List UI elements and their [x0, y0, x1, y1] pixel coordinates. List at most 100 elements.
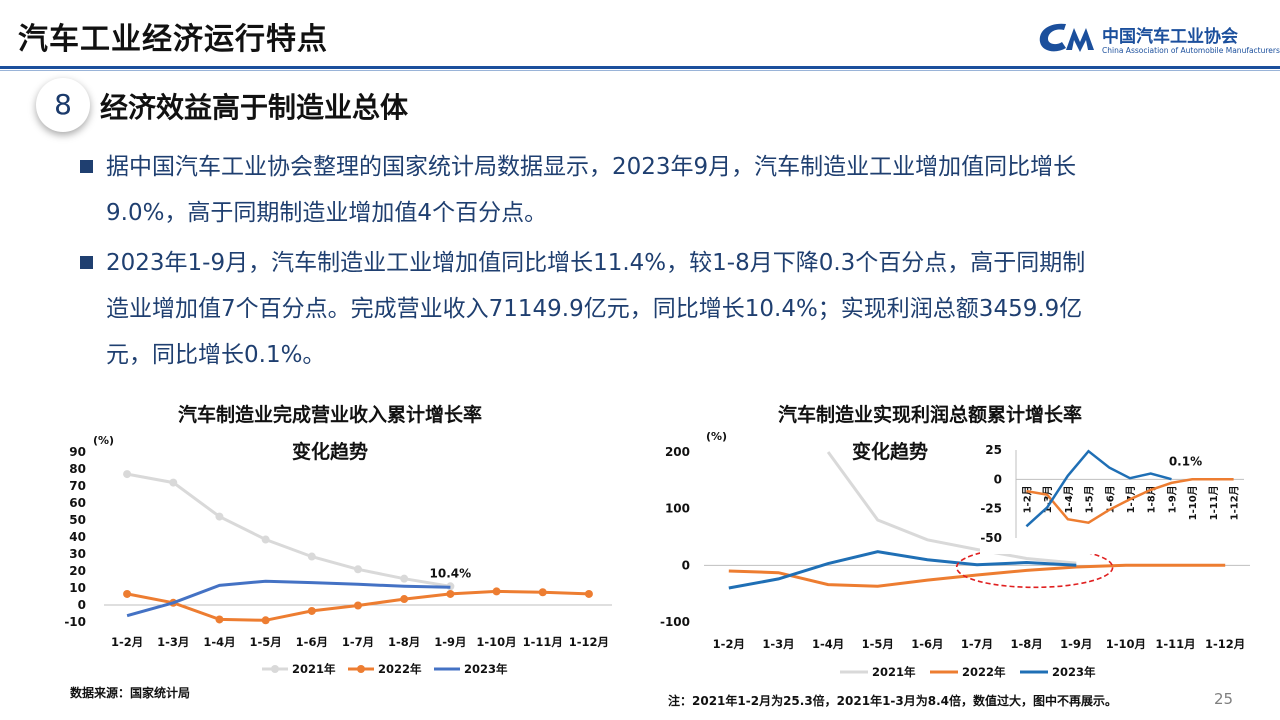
chart1-y-unit-label: (%)	[93, 434, 114, 447]
chart1-legend-label-2: 2023年	[464, 662, 508, 676]
chart2-legend-label-1: 2022年	[962, 665, 1006, 679]
chart1-y-tick-label: 40	[69, 530, 86, 544]
chart1-legend-label-1: 2022年	[378, 662, 422, 676]
chart2-x-tick-label: 1-9月	[1060, 637, 1092, 651]
header-divider-thin	[0, 70, 1280, 71]
chart1-legend-label-0: 2021年	[292, 662, 336, 676]
bullet-square-icon	[80, 256, 93, 269]
chart1-point-0-6	[400, 574, 409, 583]
data-source-note: 数据来源：国家统计局	[70, 686, 191, 700]
chart2-x-tick-label: 1-7月	[961, 637, 993, 651]
chart1-point-1-8	[492, 587, 501, 596]
chart1-point-0-3	[261, 535, 270, 544]
chart2-inset-y-tick-label: 0	[994, 472, 1002, 486]
chart2-title: 汽车制造业实现利润总额累计增长率 变化趋势	[700, 400, 1160, 464]
chart2-inset-series-line-0	[1026, 478, 1234, 525]
revenue-growth-chart: (%) -10 0 10 20 30 40 50 60 70 80 90 1-2月 1-3月 1-4月 1-5…	[64, 434, 612, 676]
caam-logo-icon	[1039, 23, 1094, 52]
section-number-badge: 8	[36, 78, 90, 132]
chart2-x-tick-label: 1-8月	[1010, 637, 1042, 651]
chart2-x-tick-label: 1-12月	[1205, 637, 1245, 651]
chart2-legend-label-0: 2021年	[872, 665, 916, 679]
section-title: 经济效益高于制造业总体	[100, 91, 409, 124]
chart1-point-1-10	[584, 589, 593, 598]
chart1-point-1-3	[261, 616, 270, 625]
bullet-2-line-1: 2023年1-9月，汽车制造业工业增加值同比增长11.4%，较1-8月下降0.3…	[106, 250, 1086, 276]
chart1-x-tick-label: 1-4月	[203, 635, 235, 649]
chart2-y-tick-label: 0	[682, 558, 690, 572]
bullet-2-line-3: 元，同比增长0.1%。	[106, 342, 326, 368]
chart1-x-tick-label: 1-5月	[249, 635, 281, 649]
chart2-title-line2: 变化趋势	[851, 441, 928, 463]
chart1-legend-marker-0	[271, 665, 279, 673]
chart2-y-tick-label: 100	[665, 502, 690, 516]
chart2-y-unit-label: (%)	[706, 430, 727, 443]
chart1-y-tick-label: 20	[69, 564, 86, 578]
bullet-item-1: 据中国汽车工业协会整理的国家统计局数据显示，2023年9月，汽车制造业工业增加值…	[80, 144, 1216, 236]
chart1-point-1-0	[123, 589, 132, 598]
chart1-y-tick-label: 30	[69, 547, 86, 561]
chart1-x-tick-label: 1-12月	[569, 635, 609, 649]
chart1-x-tick-label: 1-2月	[111, 635, 143, 649]
chart2-inset-x-tick-label: 1-10月	[1187, 485, 1199, 520]
profit-growth-chart: (%) -100 0 100 200 1-2月 1-3月 1-4月 1-5月 1-6月 1-7月 1-…	[660, 430, 1250, 679]
chart1-x-tick-label: 1-8月	[388, 635, 420, 649]
chart1-point-0-4	[307, 552, 316, 561]
chart1-point-0-5	[354, 565, 362, 574]
chart2-series-line-1	[728, 563, 1226, 588]
bullet-2-line-2: 造业增加值7个百分点。完成营业收入71149.9亿元，同比增长10.4%；实现利…	[106, 296, 1083, 322]
bullet-square-icon	[80, 160, 93, 173]
chart2-inset-y-tick-label: 25	[985, 443, 1002, 457]
chart1-title-line1: 汽车制造业完成营业收入累计增长率	[177, 404, 482, 426]
chart1-x-tick-label: 1-10月	[476, 635, 516, 649]
chart1-y-tick-label: 60	[69, 496, 86, 510]
chart1-point-1-4	[307, 606, 316, 615]
chart1-y-tick-label: 0	[78, 598, 86, 612]
chart1-x-tick-label: 1-3月	[157, 635, 189, 649]
chart1-y-tick-label: 70	[69, 479, 86, 493]
chart2-inset-x-tick-label: 1-4月	[1063, 485, 1075, 513]
logo-text-cn: 中国汽车工业协会	[1102, 27, 1238, 47]
chart2-y-tick-label: 200	[665, 445, 690, 459]
chart1-point-1-2	[215, 615, 224, 624]
chart2-inset-x-tick-label: 1-11月	[1208, 485, 1220, 520]
chart2-inset-y-tick-label: -50	[980, 531, 1002, 545]
chart1-point-0-0	[123, 470, 132, 479]
chart1-y-tick-label: 50	[69, 513, 86, 527]
chart2-x-tick-label: 1-5月	[862, 637, 894, 651]
page-header-title: 汽车工业经济运行特点	[18, 22, 328, 57]
chart1-point-1-6	[400, 595, 409, 604]
bullet-1-line-2: 9.0%，高于同期制造业增加值4个百分点。	[106, 200, 548, 226]
chart1-y-tick-label: 80	[69, 462, 86, 476]
chart2-y-tick-label: -100	[660, 615, 690, 629]
chart2-x-tick-label: 1-11月	[1155, 637, 1195, 651]
chart1-title: 汽车制造业完成营业收入累计增长率 变化趋势	[100, 400, 560, 464]
chart1-y-tick-label: 10	[69, 581, 86, 595]
chart1-y-tick-label: 90	[69, 445, 86, 459]
chart2-x-tick-label: 1-6月	[911, 637, 943, 651]
logo-text-en: China Association of Automobile Manufact…	[1102, 46, 1280, 55]
chart1-y-tick-label: -10	[64, 615, 86, 629]
chart2-inset-annotation-label: 0.1%	[1169, 454, 1202, 468]
chart2-title-line1: 汽车制造业实现利润总额累计增长率	[777, 404, 1082, 426]
chart1-x-tick-label: 1-9月	[434, 635, 466, 649]
chart1-legend-marker-1	[357, 665, 365, 673]
chart1-annotation-label: 10.4%	[430, 566, 472, 580]
chart2-x-tick-label: 1-2月	[713, 637, 745, 651]
chart2-inset-x-tick-label: 1-2月	[1021, 485, 1033, 513]
chart1-x-tick-label: 1-11月	[523, 635, 563, 649]
chart2-series-line-2	[728, 550, 1077, 590]
chart1-title-line2: 变化趋势	[291, 441, 368, 463]
chart1-point-0-1	[169, 478, 178, 487]
chart2-inset-x-tick-label: 1-8月	[1146, 485, 1158, 513]
chart2-inset-background	[980, 444, 1250, 554]
chart2-inset-x-tick-label: 1-9月	[1166, 485, 1178, 513]
chart2-inset-x-tick-label: 1-3月	[1042, 485, 1054, 513]
chart1-series-line-0	[126, 472, 451, 588]
bullet-item-2: 2023年1-9月，汽车制造业工业增加值同比增长11.4%，较1-8月下降0.3…	[80, 240, 1216, 378]
chart2-inset-series-line-1	[1025, 449, 1172, 528]
chart1-series-line-2	[126, 579, 451, 618]
chart1-point-1-9	[538, 588, 547, 597]
chart1-point-1-5	[354, 601, 362, 610]
chart1-point-0-2	[215, 512, 224, 521]
